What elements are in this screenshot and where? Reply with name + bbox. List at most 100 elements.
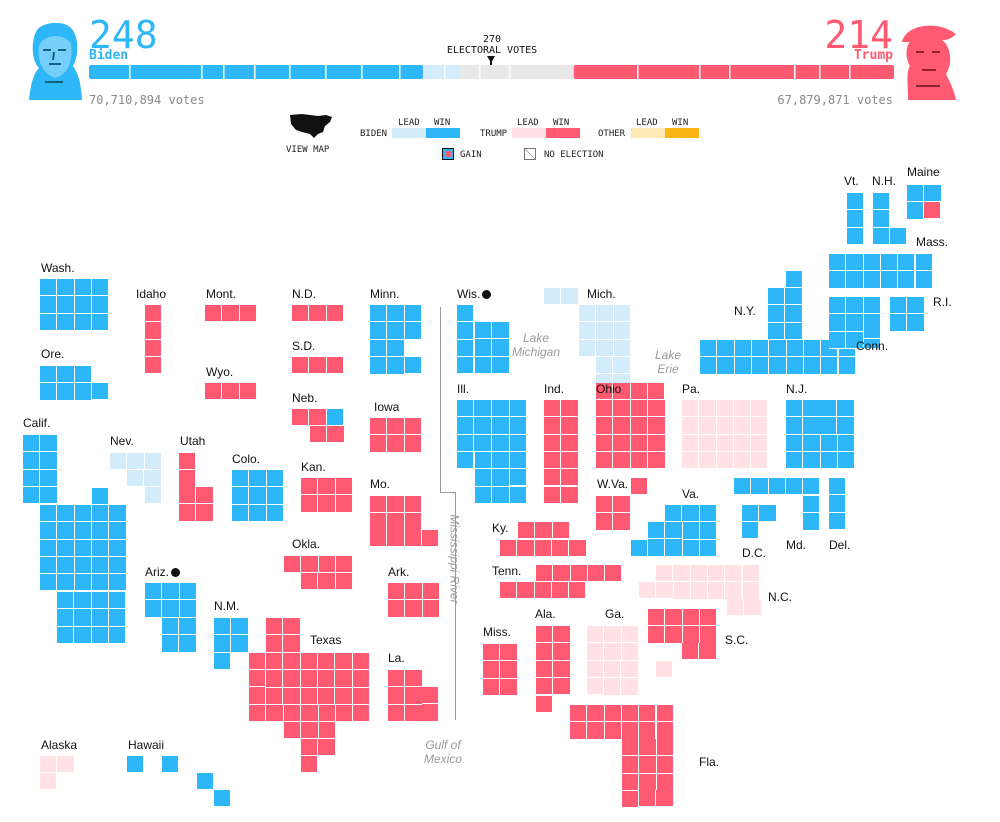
state-cell[interactable] [656,661,674,679]
state-cell[interactable] [759,505,777,523]
state-cell[interactable] [214,653,232,671]
state-cell[interactable] [197,773,215,791]
state-cell[interactable] [803,451,821,470]
state-cell[interactable] [266,670,284,688]
state-cell[interactable] [682,626,700,644]
state-cell[interactable] [127,453,145,471]
state-cell[interactable] [57,366,75,384]
state-label-ill[interactable]: Ill. [457,382,469,396]
state-cell[interactable] [92,574,110,592]
state-cell[interactable] [335,653,353,671]
state-cell[interactable] [404,435,422,453]
state-cell[interactable] [40,296,58,314]
state-cell[interactable] [613,383,631,401]
state-cell[interactable] [109,522,127,540]
state-cell[interactable] [587,565,606,583]
state-cell[interactable] [475,356,493,374]
state-cell[interactable] [648,609,666,627]
state-cell[interactable] [239,383,257,401]
state-cell[interactable] [621,705,640,723]
state-cell[interactable] [145,322,163,340]
state-cell[interactable] [873,193,891,211]
state-cell[interactable] [552,522,570,540]
state-cell[interactable] [92,505,110,523]
state-cell[interactable] [145,339,163,357]
state-cell[interactable] [682,505,700,523]
state-cell[interactable] [613,417,631,435]
state-cell[interactable] [387,496,405,514]
state-cell[interactable] [682,417,700,435]
state-cell[interactable] [587,722,605,740]
state-cell[interactable] [127,756,145,774]
state-cell[interactable] [422,583,440,601]
state-cell[interactable] [647,383,666,401]
state-cell[interactable] [492,486,510,504]
state-cell[interactable] [536,643,554,661]
state-cell[interactable] [483,678,501,696]
state-cell[interactable] [109,574,127,592]
state-cell[interactable] [716,400,734,418]
state-cell[interactable] [57,556,75,575]
state-cell[interactable] [562,434,580,452]
state-cell[interactable] [517,582,535,600]
state-cell[interactable] [536,677,554,696]
state-cell[interactable] [803,434,821,452]
state-cell[interactable] [457,339,475,357]
state-cell[interactable] [422,704,440,722]
state-cell[interactable] [682,609,700,627]
state-label-kan[interactable]: Kan. [301,460,326,474]
state-cell[interactable] [91,592,109,610]
state-cell[interactable] [40,469,58,487]
state-cell[interactable] [596,434,614,452]
state-cell[interactable] [405,687,423,705]
state-cell[interactable] [231,618,249,636]
state-cell[interactable] [621,678,639,696]
state-cell[interactable] [266,470,284,488]
state-cell[interactable] [387,340,405,358]
state-cell[interactable] [370,435,388,453]
state-cell[interactable] [536,626,554,644]
state-cell[interactable] [309,409,327,427]
state-cell[interactable] [301,573,319,591]
state-label-nev[interactable]: Nev. [110,434,134,448]
state-cell[interactable] [214,618,232,636]
state-cell[interactable] [301,739,319,757]
state-cell[interactable] [23,452,41,470]
state-cell[interactable] [509,400,527,418]
state-label-neb[interactable]: Neb. [292,391,318,405]
state-cell[interactable] [318,556,336,574]
state-cell[interactable] [898,254,916,272]
state-cell[interactable] [613,400,631,418]
state-cell[interactable] [239,305,257,323]
state-cell[interactable] [370,496,388,514]
state-cell[interactable] [232,504,250,522]
state-cell[interactable] [562,417,580,435]
state-cell[interactable] [57,279,75,297]
state-cell[interactable] [727,599,745,617]
state-label-ore[interactable]: Ore. [41,347,65,361]
state-cell[interactable] [40,452,58,470]
state-cell[interactable] [786,271,804,289]
state-cell[interactable] [803,417,821,435]
state-cell[interactable] [283,635,301,653]
state-cell[interactable] [57,522,75,540]
state-cell[interactable] [751,417,769,435]
state-cell[interactable] [639,739,657,757]
state-cell[interactable] [648,434,666,452]
state-cell[interactable] [803,478,821,496]
state-cell[interactable] [880,271,899,289]
state-cell[interactable] [631,400,649,418]
state-cell[interactable] [40,435,58,453]
state-cell[interactable] [596,383,614,401]
state-cell[interactable] [145,356,163,375]
state-cell[interactable] [829,331,847,349]
state-cell[interactable] [108,626,127,644]
state-cell[interactable] [352,687,370,705]
state-cell[interactable] [553,626,571,644]
state-cell[interactable] [673,582,691,600]
state-cell[interactable] [707,582,726,600]
state-cell[interactable] [551,582,570,600]
state-cell[interactable] [405,600,423,618]
state-cell[interactable] [57,609,75,627]
state-cell[interactable] [579,305,597,323]
